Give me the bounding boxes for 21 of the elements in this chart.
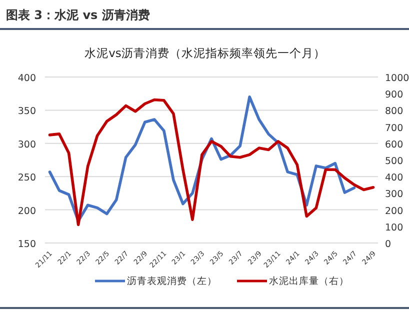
legend-label: 沥青表观消费（左） bbox=[127, 275, 217, 287]
y-tick-label: 250 bbox=[18, 172, 36, 184]
y-tick-label: 150 bbox=[18, 239, 36, 250]
chart-title: 图表 3：水泥 vs 沥青消费 bbox=[6, 8, 150, 22]
y2-tick-label: 1000 bbox=[385, 73, 409, 84]
y2-tick-label: 600 bbox=[385, 139, 404, 150]
y2-tick-label: 800 bbox=[385, 106, 404, 118]
y2-tick-label: 100 bbox=[385, 222, 404, 234]
y2-tick-label: 900 bbox=[385, 90, 404, 101]
y2-tick-label: 0 bbox=[385, 239, 392, 250]
y-tick-label: 400 bbox=[18, 73, 36, 84]
y2-tick-label: 400 bbox=[385, 172, 404, 184]
y2-tick-label: 500 bbox=[385, 156, 404, 167]
y-tick-label: 300 bbox=[18, 139, 36, 150]
chart-subtitle: 水泥vs沥青消费（水泥指标频率领先一个月） bbox=[84, 46, 326, 60]
y-tick-label: 350 bbox=[18, 106, 36, 118]
y2-tick-label: 200 bbox=[385, 206, 404, 217]
y2-tick-label: 700 bbox=[385, 122, 404, 134]
legend-label: 水泥出库量（右） bbox=[269, 275, 349, 287]
y-tick-label: 200 bbox=[18, 206, 36, 217]
y2-tick-label: 300 bbox=[385, 189, 404, 200]
